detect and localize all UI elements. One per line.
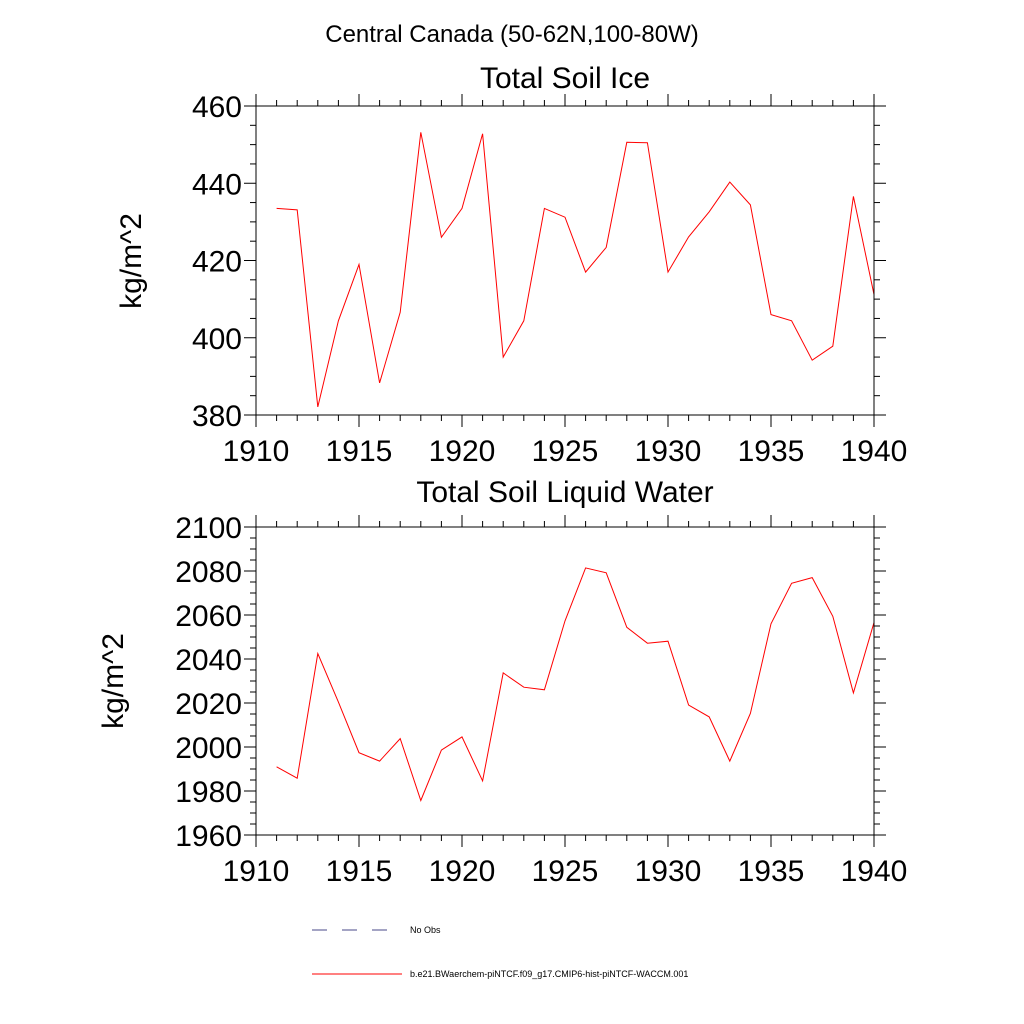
y-tick-label: 1960 xyxy=(175,820,242,853)
series-line xyxy=(276,567,875,802)
y-tick-label: 2000 xyxy=(175,732,242,765)
y-tick-label: 2020 xyxy=(175,688,242,721)
x-tick-label: 1930 xyxy=(635,435,702,468)
y-tick-label: 380 xyxy=(192,400,242,433)
axis-tick-labels: 1910 1915 1920 1925 1930 1935 1940 380 400 420 440… xyxy=(192,91,907,468)
figure-suptitle: Central Canada (50-62N,100-80W) xyxy=(325,21,699,48)
x-tick-label: 1935 xyxy=(738,855,805,888)
x-tick-label: 1910 xyxy=(223,435,290,468)
y-tick-label: 2100 xyxy=(175,512,242,545)
x-tick-label: 1920 xyxy=(429,855,496,888)
plot-frame xyxy=(255,105,875,416)
x-tick-label: 1920 xyxy=(429,435,496,468)
x-tick-label: 1915 xyxy=(326,855,393,888)
x-tick-label: 1925 xyxy=(532,435,599,468)
chart-panel-soil-liquid-water: Total Soil Liquid Water kg/m^2 1910 1915 1… xyxy=(97,476,907,888)
y-tick-label: 1980 xyxy=(175,776,242,809)
x-tick-label: 1915 xyxy=(326,435,393,468)
chart-panel-soil-ice: Total Soil Ice kg/m^2 1910 1915 1920 1925 19… xyxy=(115,62,907,468)
x-tick-label: 1910 xyxy=(223,855,290,888)
y-axis-label: kg/m^2 xyxy=(115,213,148,309)
plot-frame xyxy=(255,526,875,836)
y-tick-label: 420 xyxy=(192,246,242,279)
chart-title: Total Soil Ice xyxy=(480,62,650,95)
legend-label-no-obs: No Obs xyxy=(410,925,441,935)
legend: No Obs b.e21.BWaerchem-piNTCF.f09_g17.CM… xyxy=(312,925,688,979)
y-axis-label: kg/m^2 xyxy=(97,633,130,729)
x-tick-label: 1935 xyxy=(738,435,805,468)
x-tick-label: 1925 xyxy=(532,855,599,888)
legend-label-model: b.e21.BWaerchem-piNTCF.f09_g17.CMIP6-his… xyxy=(410,969,688,979)
y-tick-label: 400 xyxy=(192,323,242,356)
axis-tick-labels: 1910 1915 1920 1925 1930 1935 1940 1960 1980 2000… xyxy=(175,512,907,888)
data-series xyxy=(276,567,875,802)
x-tick-label: 1940 xyxy=(841,855,908,888)
x-tick-label: 1930 xyxy=(635,855,702,888)
chart-title: Total Soil Liquid Water xyxy=(416,476,713,509)
axis-ticks xyxy=(244,94,886,427)
y-tick-label: 2080 xyxy=(175,556,242,589)
y-tick-label: 2040 xyxy=(175,644,242,677)
axis-ticks xyxy=(244,515,886,847)
y-tick-label: 460 xyxy=(192,91,242,124)
series-line xyxy=(276,132,875,408)
y-tick-label: 2060 xyxy=(175,600,242,633)
data-series xyxy=(276,132,875,408)
x-tick-label: 1940 xyxy=(841,435,908,468)
y-tick-label: 440 xyxy=(192,168,242,201)
